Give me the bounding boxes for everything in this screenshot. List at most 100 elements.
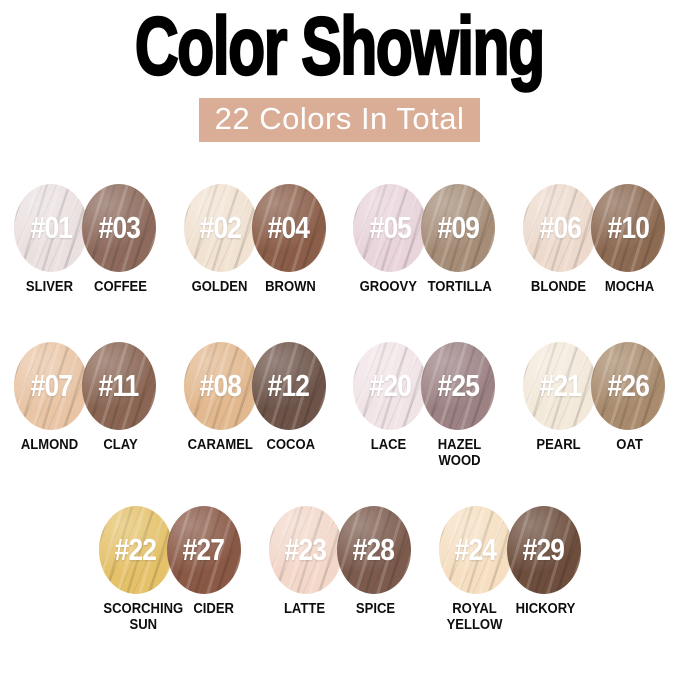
swatch-number: #22: [114, 531, 157, 567]
swatch-pair: #20 #25 LACE HAZEL WOOD: [353, 342, 496, 469]
swatch-circle-right: #29: [506, 505, 581, 594]
swatch-grid: #01 #03 SLIVER COFFEE #02 #04 GOLDEN BROWN #05 #0…: [0, 184, 679, 633]
swatch-labels: BLONDE MOCHA: [523, 279, 665, 295]
swatch-circle-right: #09: [421, 184, 496, 272]
swatch-name-right: CIDER: [193, 600, 235, 617]
swatch-row: #01 #03 SLIVER COFFEE #02 #04 GOLDEN BROWN #05 #0…: [0, 184, 679, 295]
swatch-circles: #01 #03: [14, 184, 156, 272]
swatch-circles: #02 #04: [183, 184, 326, 272]
swatch-name-right: HAZEL WOOD: [438, 437, 482, 470]
swatch-circle-right: #11: [82, 342, 156, 431]
swatch-number: #05: [369, 210, 412, 245]
swatch-number: #28: [352, 531, 395, 567]
swatch-number: #24: [454, 531, 497, 567]
swatch-pair: #06 #10 BLONDE MOCHA: [522, 184, 665, 295]
swatch-number: #29: [522, 531, 565, 567]
swatch-circles: #05 #09: [353, 184, 496, 272]
swatch-name-right: HICKORY: [515, 600, 575, 617]
header: Color Showing 22 Colors In Total: [0, 0, 679, 142]
swatch-name-right: MOCHA: [604, 279, 655, 295]
swatch-circle-right: #28: [336, 505, 411, 594]
swatch-row: #07 #11 ALMOND CLAY #08 #12 CARAMEL COCOA #20 #25…: [0, 342, 679, 469]
swatch-labels: LACE HAZEL WOOD: [353, 437, 495, 469]
swatch-circle-left: #06: [522, 184, 597, 272]
subtitle-banner: 22 Colors In Total: [198, 98, 481, 142]
swatch-number: #01: [30, 210, 72, 245]
swatch-name-right: OAT: [616, 437, 643, 454]
swatch-labels: ROYAL YELLOW HICKORY: [439, 601, 581, 633]
swatch-name-right: CLAY: [103, 437, 138, 454]
swatch-circle-left: #23: [268, 505, 343, 594]
swatch-name-left: GOLDEN: [191, 279, 248, 295]
swatch-circle-left: #01: [14, 184, 88, 272]
swatch-circle-right: #25: [421, 342, 496, 431]
swatch-labels: SLIVER COFFEE: [14, 279, 156, 295]
swatch-circle-left: #07: [14, 342, 88, 431]
swatch-pair: #05 #09 GROOVY TORTILLA: [353, 184, 496, 295]
swatch-circle-left: #21: [522, 342, 597, 431]
swatch-name-left: CARAMEL: [187, 437, 253, 454]
swatch-circles: #06 #10: [522, 184, 665, 272]
swatch-circle-left: #02: [183, 184, 258, 272]
swatch-number: #26: [607, 368, 649, 404]
swatch-number: #27: [182, 531, 225, 567]
swatch-number: #06: [539, 210, 581, 245]
swatch-circle-right: #26: [590, 342, 665, 431]
swatch-name-left: SLIVER: [25, 279, 74, 295]
swatch-pair: #22 #27 SCORCHING SUN CIDER: [98, 505, 241, 633]
swatch-pair: #08 #12 CARAMEL COCOA: [183, 342, 326, 469]
swatch-circles: #24 #29: [438, 505, 581, 594]
swatch-labels: GROOVY TORTILLA: [353, 279, 495, 295]
swatch-circle-left: #22: [98, 505, 173, 594]
swatch-labels: GOLDEN BROWN: [184, 279, 326, 295]
page-title: Color Showing: [134, 1, 546, 92]
swatch-labels: CARAMEL COCOA: [184, 437, 326, 453]
swatch-name-left: BLONDE: [530, 279, 587, 295]
swatch-name-left: GROOVY: [359, 279, 418, 295]
swatch-circles: #21 #26: [522, 342, 665, 431]
swatch-circle-right: #03: [82, 184, 156, 272]
swatch-pair: #24 #29 ROYAL YELLOW HICKORY: [438, 505, 581, 633]
subtitle-wrap: 22 Colors In Total: [0, 98, 679, 142]
swatch-circle-left: #20: [353, 342, 428, 431]
swatch-number: #04: [267, 210, 310, 245]
swatch-labels: SCORCHING SUN CIDER: [99, 601, 241, 633]
swatch-circles: #07 #11: [14, 342, 156, 431]
swatch-number: #25: [437, 368, 480, 404]
swatch-name-right: COFFEE: [94, 279, 147, 295]
swatch-number: #07: [30, 368, 72, 404]
swatch-name-left: SCORCHING SUN: [102, 600, 183, 633]
swatch-name-left: LACE: [371, 437, 407, 454]
swatch-number: #21: [539, 368, 581, 404]
swatch-circle-right: #12: [251, 342, 326, 431]
swatch-pair: #23 #28 LATTE SPICE: [268, 505, 411, 633]
swatch-labels: ALMOND CLAY: [14, 437, 156, 453]
swatch-circle-right: #27: [166, 505, 241, 594]
swatch-number: #03: [98, 210, 140, 245]
swatch-number: #20: [369, 368, 412, 404]
swatch-number: #11: [99, 368, 140, 404]
swatch-pair: #21 #26 PEARL OAT: [522, 342, 665, 469]
swatch-pair: #07 #11 ALMOND CLAY: [14, 342, 156, 469]
swatch-name-left: LATTE: [283, 600, 325, 617]
swatch-name-right: BROWN: [264, 279, 316, 295]
swatch-circle-left: #24: [438, 505, 513, 594]
swatch-name-left: ALMOND: [20, 437, 79, 454]
swatch-number: #09: [437, 210, 480, 245]
swatch-number: #02: [199, 210, 242, 245]
swatch-circles: #23 #28: [268, 505, 411, 594]
swatch-circle-left: #05: [353, 184, 428, 272]
swatch-circle-left: #08: [183, 342, 258, 431]
swatch-circle-right: #04: [251, 184, 326, 272]
swatch-circles: #08 #12: [183, 342, 326, 431]
swatch-row: #22 #27 SCORCHING SUN CIDER #23 #28 LATTE SPICE…: [0, 505, 679, 633]
swatch-number: #12: [267, 368, 310, 404]
swatch-name-left: PEARL: [536, 437, 581, 454]
swatch-number: #08: [199, 368, 242, 404]
swatch-number: #10: [607, 210, 649, 245]
swatch-name-right: TORTILLA: [427, 279, 492, 295]
swatch-circles: #22 #27: [98, 505, 241, 594]
swatch-number: #23: [284, 531, 327, 567]
swatch-circle-right: #10: [590, 184, 665, 272]
